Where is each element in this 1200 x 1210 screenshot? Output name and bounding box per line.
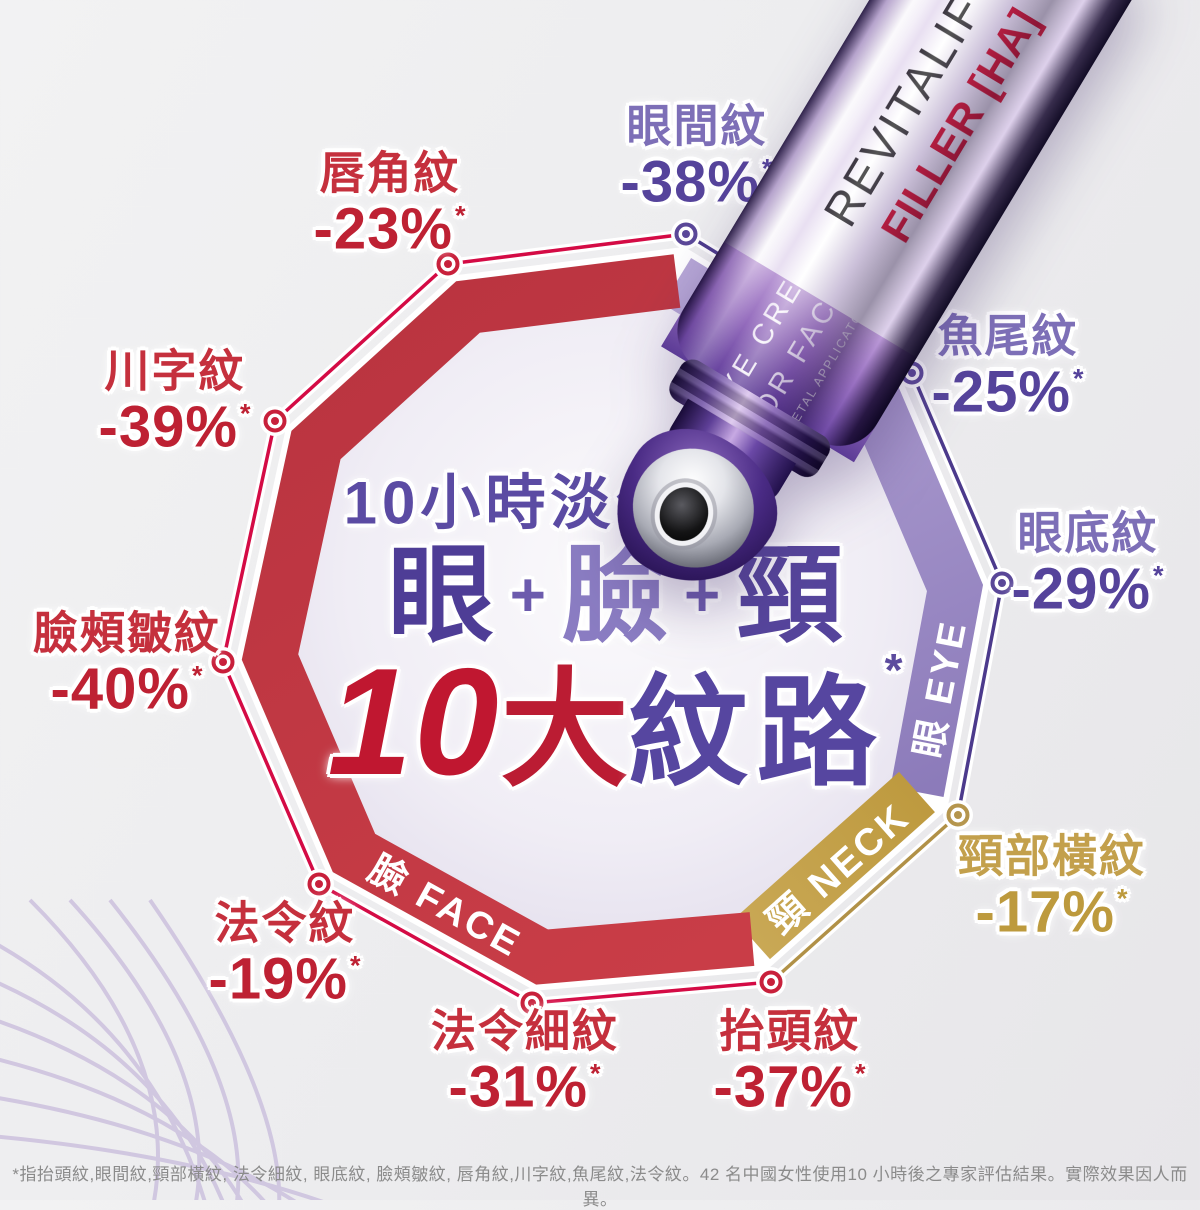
vertex-nasolabial <box>304 869 334 899</box>
wrinkle-label-forehead: 抬頭紋 -37%* <box>713 1005 867 1119</box>
big-asterisk: * <box>884 644 903 696</box>
area-neck-char: 頸 <box>736 537 843 655</box>
vertex-cheek <box>208 647 238 677</box>
asterisk: * <box>349 949 362 980</box>
vertex-fine-nasolabial <box>517 988 547 1018</box>
asterisk: * <box>239 397 252 428</box>
wrinkle-label-nasolabial: 法令紋 -19%* <box>208 897 362 1011</box>
outline-neck <box>769 813 960 984</box>
band-neck-gold <box>734 771 935 960</box>
asterisk: * <box>1072 362 1085 393</box>
area-eye-char: 眼 <box>387 537 494 655</box>
big-wrinkle-word: 紋路 <box>628 666 885 800</box>
wrinkle-label-fine-nasolabial: 法令細紋 -31%* <box>430 1005 620 1119</box>
segment-eye-zh: 眼 <box>907 713 957 762</box>
wrinkle-label-frown: 川字紋 -39%* <box>98 345 252 459</box>
plus-sign: + <box>509 561 546 630</box>
wrinkle-label-under-eye: 眼底紋 -29%* <box>1011 507 1165 621</box>
asterisk: * <box>191 659 204 690</box>
asterisk: * <box>589 1057 602 1088</box>
big-number: 10 <box>327 637 501 807</box>
big-da-char: 大 <box>500 659 629 802</box>
center-big-line: 10大紋路* <box>328 646 903 798</box>
wrinkle-label-lip-corner: 唇角紋 -23%* <box>313 147 467 261</box>
wrinkle-label-crows-feet: 魚尾紋 -25%* <box>931 310 1085 424</box>
vertex-neck <box>943 800 973 830</box>
footnote-disclaimer: *指抬頭紋,眼間紋,頸部橫紋, 法令細紋, 眼底紋, 臉頰皺紋, 唇角紋,川字紋… <box>12 1165 1188 1209</box>
vertex-lip-corner <box>433 249 463 279</box>
vertex-forehead <box>756 967 786 997</box>
asterisk: * <box>454 199 467 230</box>
tip-dispenser-hole <box>652 481 715 547</box>
asterisk: * <box>854 1057 867 1088</box>
wrinkle-label-cheek: 臉頰皺紋 -40%* <box>32 607 222 721</box>
corner-decor-lines <box>0 898 324 1200</box>
asterisk: * <box>1152 559 1165 590</box>
wrinkle-label-neck-lines: 頸部橫紋 -17%* <box>957 830 1147 944</box>
asterisk: * <box>1116 882 1129 913</box>
band-face-red <box>241 254 755 985</box>
vertex-under-eye <box>987 568 1017 598</box>
vertex-between-eye <box>671 219 701 249</box>
vertex-frown <box>260 406 290 436</box>
